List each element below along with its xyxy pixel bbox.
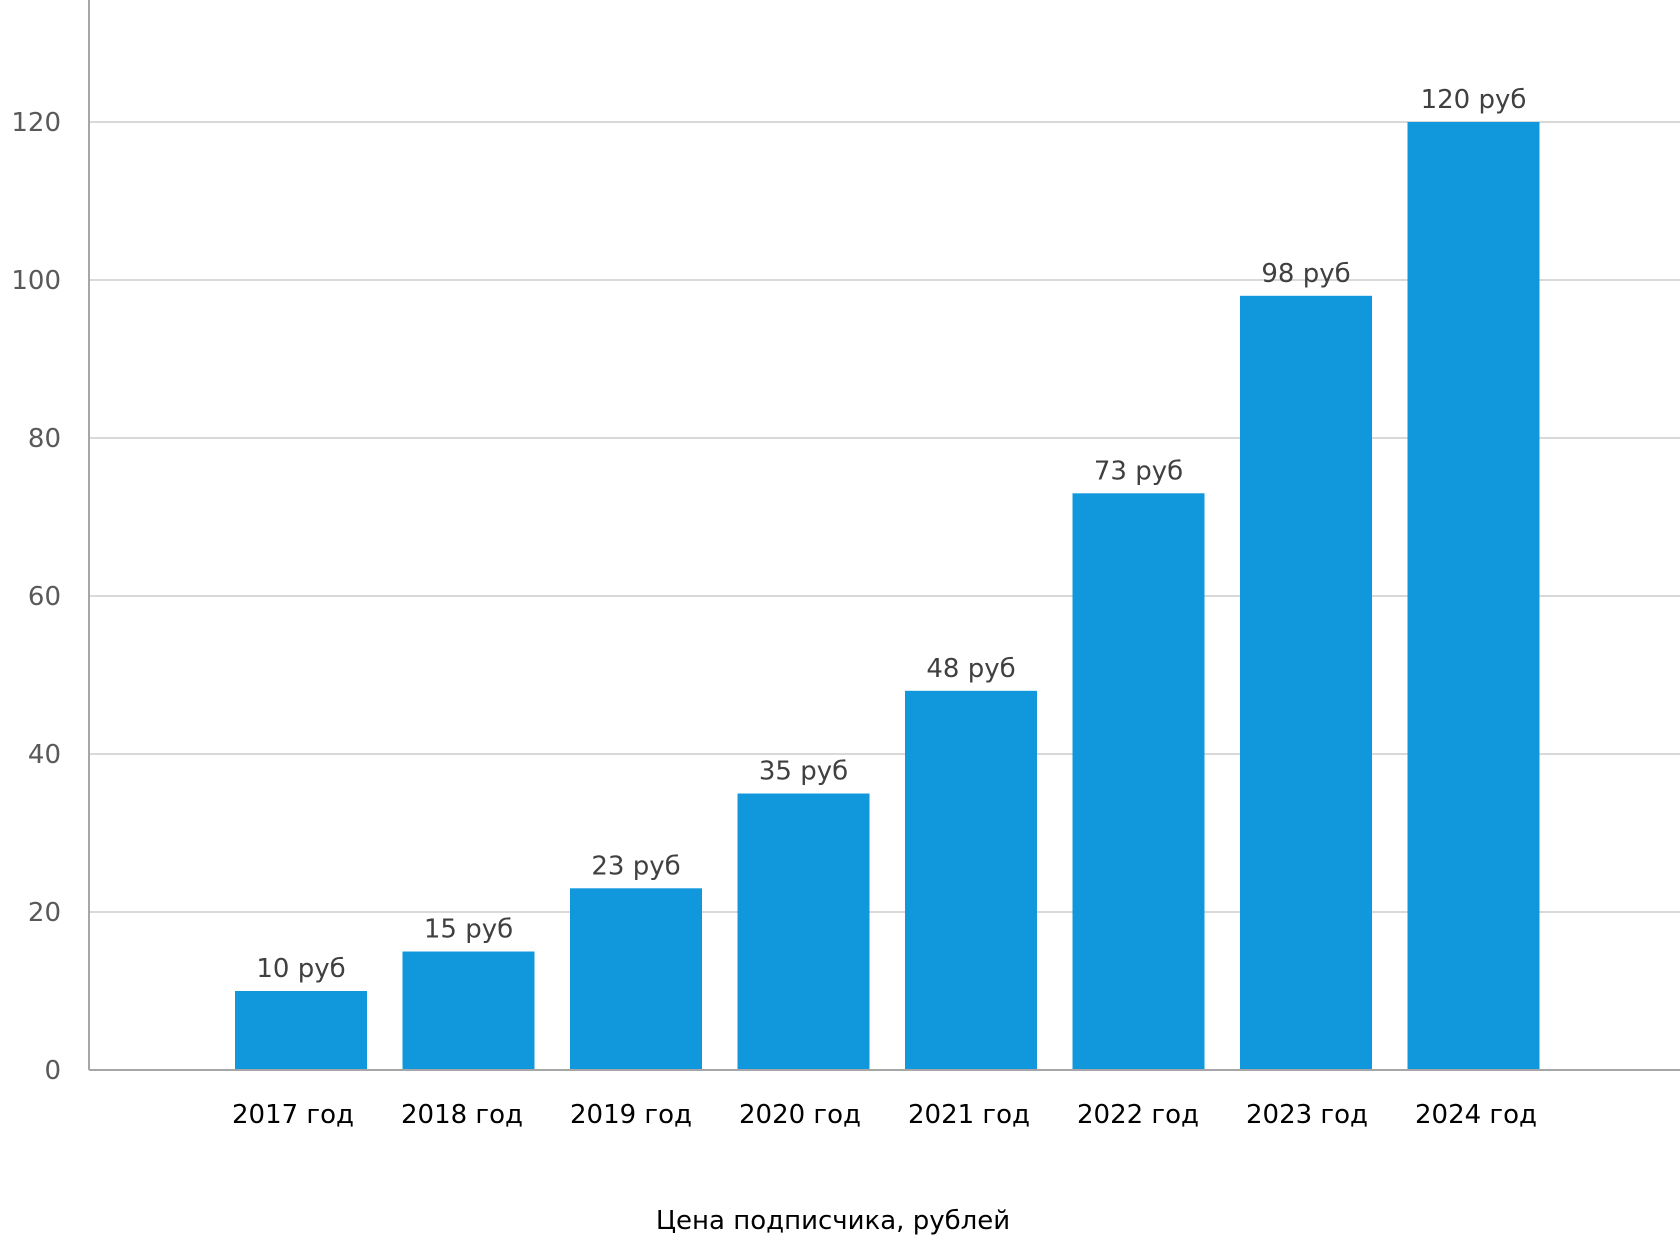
data-label: 98 руб [1261, 259, 1350, 289]
data-label: 10 руб [256, 954, 345, 984]
bar [235, 991, 367, 1070]
bar [905, 690, 1037, 1070]
y-tick-label: 100 [11, 266, 61, 296]
y-tick-label: 0 [44, 1056, 61, 1086]
category-label: 2018 год [401, 1100, 523, 1130]
data-label: 35 руб [759, 757, 848, 787]
bar [1407, 122, 1540, 1070]
y-tick-label: 120 [11, 108, 61, 138]
bar [402, 951, 535, 1070]
bar [1240, 295, 1372, 1070]
category-label: 2020 год [739, 1100, 861, 1130]
bar [737, 793, 870, 1070]
data-label: 48 руб [926, 654, 1015, 684]
y-tick-label: 40 [28, 740, 61, 770]
y-axis-ticks: 0 20 40 60 80 100 120 [11, 108, 61, 1086]
category-label: 2019 год [570, 1100, 692, 1130]
y-tick-label: 60 [28, 582, 61, 612]
bar [570, 888, 702, 1070]
y-tick-label: 20 [28, 898, 61, 928]
bar [1072, 493, 1205, 1070]
category-label: 2023 год [1246, 1100, 1368, 1130]
data-label: 120 руб [1421, 85, 1527, 115]
x-axis-title: Цена подписчика, рублей [656, 1206, 1010, 1236]
x-axis-categories: 2017 год 2018 год 2019 год 2020 год 2021 год… [232, 1100, 1537, 1130]
data-labels: 10 руб 15 руб 23 руб 35 руб 48 руб 73 руб 98 р… [256, 85, 1526, 984]
y-tick-label: 80 [28, 424, 61, 454]
category-label: 2024 год [1415, 1100, 1537, 1130]
data-label: 15 руб [424, 915, 513, 945]
bars [235, 122, 1540, 1070]
data-label: 73 руб [1094, 456, 1183, 486]
category-label: 2021 год [908, 1100, 1030, 1130]
data-label: 23 руб [591, 851, 680, 881]
category-label: 2022 год [1077, 1100, 1199, 1130]
category-label: 2017 год [232, 1100, 354, 1130]
